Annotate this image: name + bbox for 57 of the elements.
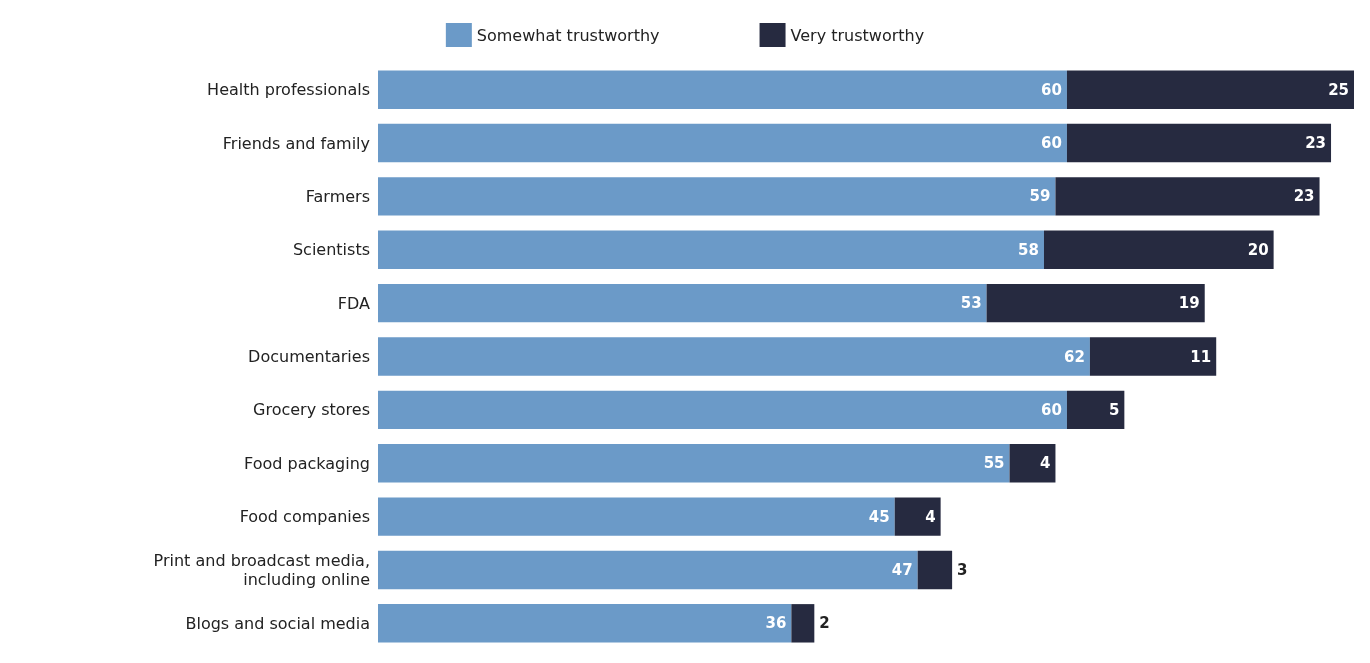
y-tick-label: Documentaries: [248, 347, 370, 366]
bar: [1066, 70, 1354, 109]
data-label: 59: [1029, 187, 1051, 206]
data-label: 45: [868, 507, 890, 526]
data-label: 19: [1178, 294, 1200, 313]
bar: [1055, 177, 1320, 216]
legend-label: Very trustworthy: [790, 25, 925, 45]
data-label: 60: [1041, 400, 1062, 419]
y-tick-label: Blogs and social media: [185, 613, 370, 633]
bar: [791, 604, 815, 643]
data-label: 36: [765, 614, 787, 633]
data-label: 60: [1041, 80, 1062, 99]
bar: [378, 497, 895, 536]
bar: [378, 390, 1067, 430]
data-label: 25: [1328, 80, 1349, 99]
y-tick-label: Grocery stores: [253, 400, 370, 420]
data-label: 20: [1247, 240, 1269, 259]
y-tick-label: Friends and family: [222, 133, 370, 153]
data-label: 2: [819, 614, 830, 633]
legend-label: Somewhat trustworthy: [476, 25, 660, 45]
bar: [378, 283, 987, 323]
data-label: 23: [1305, 134, 1327, 153]
y-tick-label: Scientists: [292, 240, 370, 260]
data-label: 3: [957, 560, 968, 579]
bar: [378, 177, 1056, 216]
bar: [917, 550, 953, 590]
data-label: 11: [1190, 347, 1212, 366]
bar: [378, 337, 1090, 376]
y-tick-label: FDA: [337, 293, 371, 313]
bar: [378, 444, 1010, 483]
y-tick-label: Health professionals: [207, 80, 370, 100]
data-label: 62: [1064, 347, 1085, 366]
data-label: 23: [1293, 187, 1315, 206]
data-label: 4: [1040, 454, 1051, 473]
data-label: 60: [1041, 134, 1062, 153]
data-label: 55: [983, 454, 1005, 473]
bar: [1043, 230, 1274, 269]
bar: [378, 70, 1067, 109]
bar: [1009, 444, 1056, 483]
bar: [1089, 337, 1217, 376]
bar: [378, 230, 1044, 269]
bar: [1066, 123, 1332, 163]
data-label: 58: [1018, 240, 1039, 259]
data-label: 5: [1108, 400, 1120, 419]
bar: [894, 497, 941, 536]
data-label: 4: [925, 507, 936, 526]
bar: [378, 123, 1067, 163]
y-tick-label: Print and broadcast media, including online: [153, 550, 370, 589]
y-tick-label: Food companies: [239, 507, 370, 527]
bar: [986, 283, 1205, 323]
y-tick-label: Food packaging: [244, 453, 370, 473]
data-label: 47: [891, 560, 913, 579]
y-tick-label: Farmers: [305, 186, 370, 206]
bar: [378, 604, 792, 643]
bar: [378, 550, 918, 590]
data-label: 53: [960, 294, 982, 313]
bar: [1066, 390, 1125, 430]
